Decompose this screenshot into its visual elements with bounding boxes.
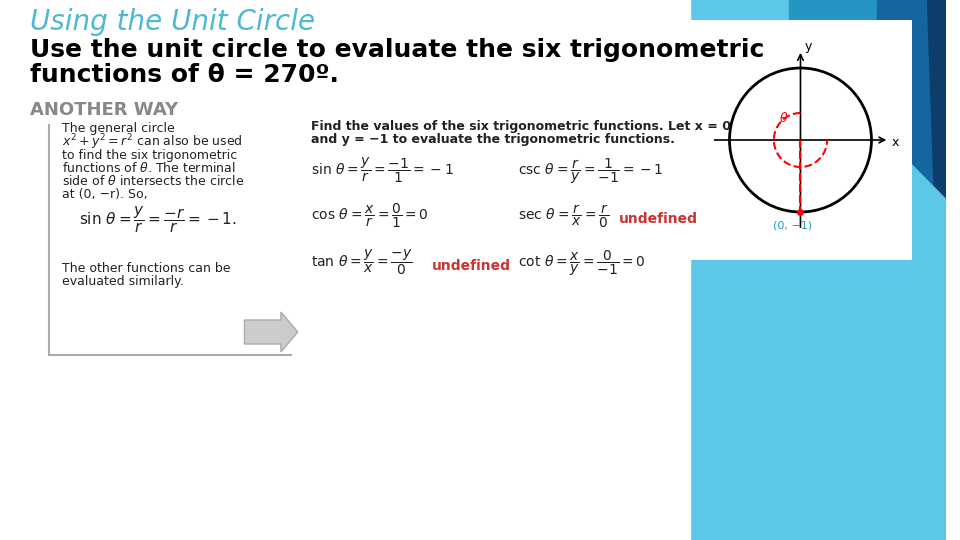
Text: side of $\theta$ intersects the circle: side of $\theta$ intersects the circle (62, 174, 245, 188)
Polygon shape (245, 312, 298, 352)
Text: at (0, −r). So,: at (0, −r). So, (62, 188, 148, 201)
Text: $\sin\,\theta = \dfrac{y}{r} = \dfrac{-1}{1} = -1$: $\sin\,\theta = \dfrac{y}{r} = \dfrac{-1… (310, 156, 453, 185)
Polygon shape (789, 0, 947, 540)
Text: The general circle: The general circle (62, 122, 175, 135)
Text: ANOTHER WAY: ANOTHER WAY (30, 101, 178, 119)
Text: $\csc\,\theta = \dfrac{r}{y} = \dfrac{1}{-1} = -1$: $\csc\,\theta = \dfrac{r}{y} = \dfrac{1}… (517, 157, 663, 186)
Text: $\theta$: $\theta$ (779, 111, 788, 125)
FancyBboxPatch shape (690, 20, 912, 260)
Text: to find the six trigonometric: to find the six trigonometric (62, 149, 237, 162)
Text: (0, −1): (0, −1) (773, 220, 812, 230)
Text: functions of $\theta$. The terminal: functions of $\theta$. The terminal (62, 161, 236, 175)
Polygon shape (492, 380, 947, 540)
Text: $\cos\,\theta = \dfrac{x}{r} = \dfrac{0}{1} = 0$: $\cos\,\theta = \dfrac{x}{r} = \dfrac{0}… (310, 201, 428, 229)
Text: Using the Unit Circle: Using the Unit Circle (30, 8, 315, 36)
Text: $\sec\,\theta = \dfrac{r}{x} = \dfrac{r}{0}$: $\sec\,\theta = \dfrac{r}{x} = \dfrac{r}… (517, 202, 609, 230)
Text: and y = −1 to evaluate the trigonometric functions.: and y = −1 to evaluate the trigonometric… (310, 133, 675, 146)
Text: $\cot\,\theta = \dfrac{x}{y} = \dfrac{0}{-1} = 0$: $\cot\,\theta = \dfrac{x}{y} = \dfrac{0}… (517, 248, 645, 278)
Text: undefined: undefined (432, 259, 511, 273)
Text: y: y (804, 40, 812, 53)
Text: $\tan\,\theta = \dfrac{y}{x} = \dfrac{-y}{0}$: $\tan\,\theta = \dfrac{y}{x} = \dfrac{-y… (310, 247, 412, 276)
Text: undefined: undefined (619, 212, 698, 226)
Polygon shape (0, 480, 88, 540)
Polygon shape (690, 0, 947, 540)
Text: $x^2 + y^2 = r^2$ can also be used: $x^2 + y^2 = r^2$ can also be used (62, 132, 243, 152)
Polygon shape (591, 460, 947, 540)
Polygon shape (877, 0, 947, 540)
Text: functions of θ = 270º.: functions of θ = 270º. (30, 63, 339, 87)
Polygon shape (926, 0, 947, 540)
Text: evaluated similarly.: evaluated similarly. (62, 275, 184, 288)
Polygon shape (0, 0, 690, 540)
Text: The other functions can be: The other functions can be (62, 262, 230, 275)
Text: Use the unit circle to evaluate the six trigonometric: Use the unit circle to evaluate the six … (30, 38, 764, 62)
Polygon shape (690, 0, 947, 540)
Text: $\sin\,\theta = \dfrac{y}{r} = \dfrac{-r}{r} = -1.$: $\sin\,\theta = \dfrac{y}{r} = \dfrac{-r… (79, 204, 237, 235)
Text: x: x (891, 136, 899, 149)
Text: Find the values of the six trigonometric functions. Let x = 0: Find the values of the six trigonometric… (310, 120, 731, 133)
Polygon shape (0, 410, 197, 540)
